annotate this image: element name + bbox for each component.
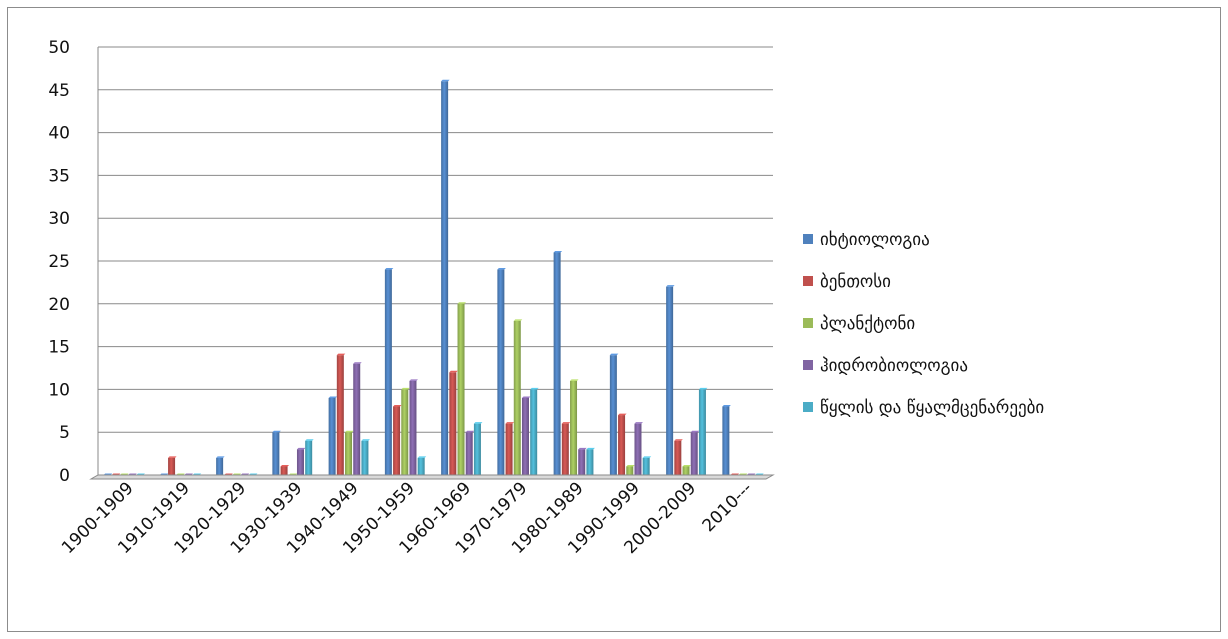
legend-swatch — [803, 276, 813, 286]
legend-item: წყლის და წყალმცენარეები — [803, 398, 1044, 418]
y-tick-label: 45 — [48, 81, 70, 101]
bar — [296, 447, 306, 475]
bars — [103, 79, 764, 476]
bar — [465, 430, 475, 475]
legend-item: იხტიოლოგია — [803, 230, 930, 250]
bar — [626, 464, 635, 475]
bar — [168, 456, 177, 475]
bar — [305, 439, 314, 475]
axes — [89, 47, 775, 480]
legend-swatch — [803, 318, 813, 328]
bar — [561, 422, 571, 475]
bar — [674, 439, 683, 475]
legend-label: ჰიდრობიოლოგია — [820, 356, 968, 376]
bar — [449, 370, 458, 475]
legend-label: პლანქტონი — [820, 314, 915, 334]
bar — [553, 250, 563, 475]
bar — [618, 413, 627, 475]
legend-swatch — [803, 234, 813, 244]
bar — [328, 396, 338, 475]
bar — [634, 422, 643, 475]
y-tick-label: 15 — [48, 338, 70, 358]
y-tick-label: 5 — [59, 423, 70, 443]
legend-swatch — [803, 402, 813, 412]
bar — [361, 439, 370, 475]
bar — [690, 430, 700, 475]
legend-label: ბენთოსი — [820, 272, 891, 292]
bar — [505, 422, 515, 475]
legend-item: პლანქტონი — [803, 314, 915, 334]
y-tick-label: 40 — [48, 124, 70, 144]
y-tick-label: 20 — [48, 295, 70, 315]
bar — [384, 268, 394, 475]
bar — [722, 405, 731, 475]
bar — [336, 353, 346, 475]
legend-item: ბენთოსი — [803, 272, 891, 292]
bar — [457, 302, 467, 475]
legend-swatch — [803, 360, 813, 370]
bar — [570, 379, 579, 475]
bar — [272, 430, 281, 475]
x-tick-label: 2010--- — [699, 478, 757, 536]
bar — [698, 387, 708, 475]
legend-label: წყლის და წყალმცენარეები — [820, 398, 1044, 418]
bar — [682, 464, 692, 475]
y-tick-label: 50 — [48, 38, 70, 58]
bar — [280, 464, 290, 475]
x-axis-floor — [89, 474, 775, 480]
bar — [521, 396, 531, 475]
y-tick-label: 0 — [59, 466, 70, 486]
bar — [497, 268, 506, 475]
bar — [353, 362, 362, 475]
y-tick-label: 25 — [48, 252, 70, 272]
bar — [642, 456, 652, 475]
y-tick-label: 10 — [48, 380, 70, 400]
legend-label: იხტიოლოგია — [820, 230, 930, 250]
bar — [216, 456, 225, 475]
bar — [417, 456, 427, 475]
legend-item: ჰიდრობიოლოგია — [803, 356, 968, 376]
y-tick-label: 30 — [48, 209, 70, 229]
bar — [666, 285, 675, 475]
bar — [401, 387, 410, 475]
chart-frame — [7, 7, 1221, 632]
bar — [441, 79, 450, 476]
bar — [578, 447, 587, 475]
y-axis-tick-labels: 0 5 10 15 20 25 30 35 40 45 50 — [48, 38, 70, 486]
bar — [609, 353, 619, 475]
y-tick-label: 35 — [48, 166, 70, 186]
bar — [530, 387, 539, 475]
bar — [409, 379, 418, 475]
bar — [586, 447, 595, 475]
x-axis-tick-labels: 1900-19091910-19191920-19291930-19391940… — [58, 478, 756, 558]
bar — [345, 430, 354, 475]
bar — [513, 319, 523, 475]
bar — [393, 405, 402, 475]
bar — [473, 422, 483, 475]
legend: იხტიოლოგია ბენთოსი პლანქტონი ჰიდრობიოლოგია წ… — [803, 230, 1044, 418]
